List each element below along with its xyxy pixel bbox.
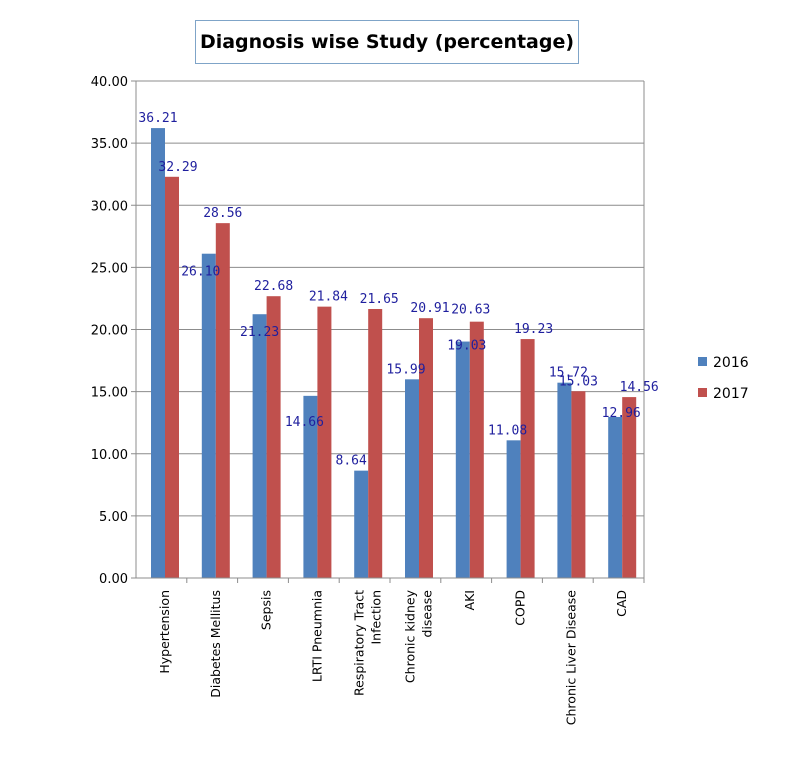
bar-2017-1 [215, 223, 230, 578]
data-label-2016-1: 26.10 [181, 265, 220, 280]
bar-2016-7 [506, 440, 521, 578]
bar-2017-0 [165, 176, 179, 578]
bar-2017-5 [419, 318, 433, 578]
x-tick-label-line: AKI [462, 590, 477, 610]
data-label-2016-2: 21.23 [240, 325, 279, 340]
y-tick-label: 10.00 [91, 448, 128, 463]
y-tick-label: 35.00 [91, 137, 128, 152]
x-tick-label-line: Respiratory Tract [352, 590, 367, 696]
legend-label-2016: 2016 [713, 355, 749, 371]
bar-2017-7 [520, 339, 535, 578]
data-label-2017-9: 14.56 [620, 380, 659, 395]
x-tick-label: Sepsis [259, 590, 274, 630]
x-tick-label-line: Infection [369, 590, 384, 645]
x-tick-label-line: CAD [614, 590, 629, 617]
x-tick-label-line: Chronic Liver Disease [563, 590, 578, 726]
data-label-2016-8: 15.72 [549, 366, 588, 381]
data-label-2016-6: 19.03 [447, 339, 486, 354]
data-label-2017-5: 20.91 [410, 301, 449, 316]
y-tick-label: 30.00 [91, 199, 128, 214]
x-tick-label-line: LRTI Pneumnia [309, 590, 324, 682]
data-label-2016-5: 15.99 [386, 362, 425, 377]
bar-2016-3 [303, 395, 318, 578]
bar-2016-0 [151, 128, 165, 578]
x-tick-label-line: COPD [513, 590, 528, 626]
x-tick-label: Hypertension [157, 590, 172, 674]
bar-2016-2 [252, 314, 267, 578]
data-label-2017-0: 32.29 [158, 160, 197, 175]
y-tick-label: 15.00 [91, 386, 128, 401]
data-label-2017-4: 21.65 [360, 292, 399, 307]
bar-2017-2 [266, 296, 281, 578]
legend-swatch-2017 [698, 388, 707, 397]
x-tick-label-line: Sepsis [259, 590, 274, 630]
y-tick-label: 20.00 [91, 324, 128, 339]
bar-2016-8 [557, 382, 572, 578]
x-tick-label: AKI [462, 590, 477, 610]
y-axis: 0.00 5.00 10.00 15.00 20.00 25.00 30.00 35.00 40… [91, 75, 137, 587]
bar-2016-1 [201, 253, 216, 578]
data-label-2017-7: 19.23 [514, 322, 553, 337]
bar-2016-9 [608, 416, 623, 578]
bar-2016-6 [455, 341, 470, 578]
y-tick-label: 5.00 [99, 510, 128, 525]
y-tick-label: 25.00 [91, 261, 128, 276]
data-label-2017-8: 15.03 [559, 374, 598, 389]
data-label-2016-9: 12.96 [602, 406, 641, 421]
x-tick-label: Chronic Liver Disease [563, 590, 578, 726]
x-tick-label: Diabetes Mellitus [208, 590, 223, 698]
data-label-2017-3: 21.84 [309, 290, 348, 305]
bar-2017-9 [622, 397, 637, 578]
legend: 2016 2017 [698, 355, 749, 402]
x-tick-label: CAD [614, 590, 629, 617]
x-tick-label-line: disease [420, 590, 435, 638]
y-tick-label: 40.00 [91, 75, 128, 90]
bar-2017-6 [469, 321, 484, 578]
y-tick-label: 0.00 [99, 572, 128, 587]
bar-2016-4 [354, 470, 369, 578]
legend-swatch-2016 [698, 357, 707, 366]
x-tick-label-line: Hypertension [157, 590, 172, 674]
data-label-2016-4: 8.64 [336, 454, 367, 469]
data-label-2016-7: 11.08 [488, 423, 527, 438]
chart-title: Diagnosis wise Study (percentage) [195, 20, 579, 64]
bar-2016-5 [405, 379, 419, 578]
bar-2017-3 [317, 306, 332, 578]
bar-2017-8 [571, 391, 586, 578]
x-axis: Hypertension Diabetes Mellitus Sepsis LRTI … [136, 577, 645, 726]
x-tick-label: Chronic kidney disease [403, 589, 435, 683]
data-label-2017-2: 22.68 [254, 279, 293, 294]
x-tick-label-line: Diabetes Mellitus [208, 590, 223, 698]
data-label-2017-6: 20.63 [451, 303, 490, 318]
data-label-2017-1: 28.56 [203, 206, 242, 221]
x-tick-label-line: Chronic kidney [403, 589, 418, 683]
legend-label-2017: 2017 [713, 386, 749, 402]
data-label-2016-0: 36.21 [138, 111, 177, 126]
x-tick-label: Respiratory Tract Infection [352, 590, 384, 696]
x-tick-label: COPD [513, 590, 528, 626]
data-labels: 36.21 32.29 26.10 28.56 21.23 22.68 14.66 21.84… [138, 111, 658, 469]
data-label-2016-3: 14.66 [285, 415, 324, 430]
bar-2017-4 [368, 308, 383, 578]
x-tick-label: LRTI Pneumnia [309, 590, 324, 682]
bars [151, 128, 637, 578]
